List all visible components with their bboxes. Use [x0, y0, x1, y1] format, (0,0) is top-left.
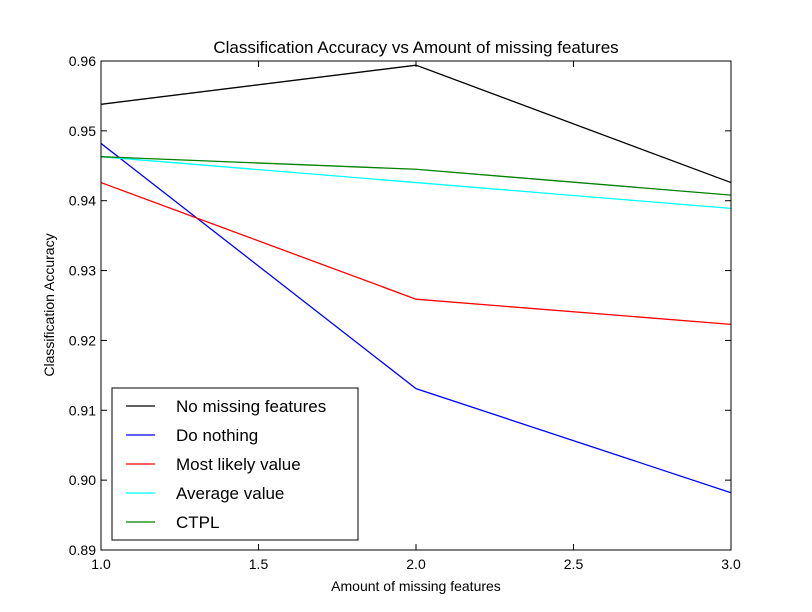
- legend-label-3: Average value: [176, 484, 284, 503]
- x-axis-label: Amount of missing features: [331, 578, 501, 594]
- legend-label-0: No missing features: [176, 397, 326, 416]
- x-tick-label: 3.0: [721, 556, 741, 572]
- y-tick-label: 0.94: [69, 193, 96, 209]
- y-tick-label: 0.89: [69, 542, 96, 558]
- x-axis: 1.0 1.5 2.0 2.5 3.0: [91, 61, 741, 572]
- plot-lines: [100, 64, 732, 494]
- y-axis-label: Classification Accuracy: [41, 233, 57, 376]
- legend-label-1: Do nothing: [176, 426, 258, 445]
- x-tick-label: 2.0: [406, 556, 426, 572]
- legend-label-4: CTPL: [176, 513, 219, 532]
- y-axis: 0.89 0.90 0.91 0.92 0.93 0.94 0.95 0.96: [69, 53, 731, 558]
- x-tick-label: 2.5: [564, 556, 584, 572]
- y-tick-label: 0.95: [69, 123, 96, 139]
- y-tick-label: 0.92: [69, 332, 96, 348]
- x-tick-label: 1.5: [249, 556, 269, 572]
- y-tick-label: 0.96: [69, 53, 96, 69]
- y-tick-label: 0.90: [69, 472, 96, 488]
- y-tick-label: 0.93: [69, 263, 96, 279]
- y-tick-label: 0.91: [69, 402, 96, 418]
- series-line-2: [100, 181, 732, 326]
- x-tick-label: 1.0: [91, 556, 111, 572]
- series-line-1: [100, 142, 732, 494]
- series-line-3: [100, 156, 732, 210]
- legend-label-2: Most likely value: [176, 455, 301, 474]
- chart-title: Classification Accuracy vs Amount of mis…: [213, 38, 618, 57]
- series-line-4: [100, 156, 732, 196]
- legend: No missing features Do nothing Most likely…: [111, 387, 359, 541]
